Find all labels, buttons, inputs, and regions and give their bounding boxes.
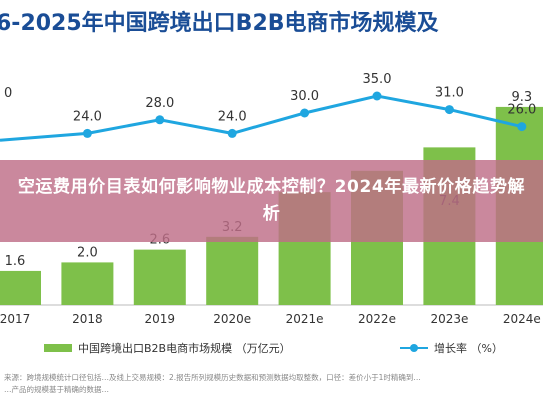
title-overlay-banner [0,160,543,242]
legend-bar: 中国跨境出口B2B电商市场规模 （万亿元） [44,340,291,356]
growth-point [82,128,92,138]
x-tick-label: 2020e [213,312,251,326]
growth-point [372,91,382,101]
legend-line-label: 增长率 （%） [434,342,503,355]
source-line: 来源：跨境规模统计口径包括…及线上交易规模：2.报告所列规模历史数据和预测数据均… [4,373,421,382]
legend-bar-swatch [44,344,72,352]
legend-line-swatch [400,344,428,352]
x-tick-label: 2021e [286,312,324,326]
legend-line: 增长率 （%） [400,340,503,356]
bar-value-label: 9.3 [511,90,532,105]
x-tick-label: 2019 [145,312,176,326]
growth-value-label: 35.0 [363,72,392,87]
source-note: 来源：跨境规模统计口径包括…及线上交易规模：2.报告所列规模历史数据和预测数据均… [4,372,540,396]
partial-growth-label: 0 [4,86,12,101]
growth-value-label: 30.0 [290,89,319,104]
growth-value-label: 26.0 [507,103,536,118]
legend-bar-label: 中国跨境出口B2B电商市场规模 （万亿元） [78,342,291,355]
bar [0,270,41,305]
bar-value-label: 1.6 [5,254,26,269]
source-line: …产品的规模基于精确的数据… [4,385,109,394]
overlay-title: 空运费用价目表如何影响物业成本控制？2024年最新价格趋势解析 [17,177,526,224]
growth-value-label: 24.0 [73,109,102,124]
bar [61,262,114,305]
x-tick-label: 2024e [503,312,541,326]
growth-point [227,128,237,138]
x-tick-label: 2017 [0,312,30,326]
bar [206,236,259,305]
bar [133,249,186,305]
growth-point [300,108,310,118]
growth-value-label: 28.0 [145,96,174,111]
growth-point [517,122,527,132]
growth-value-label: 31.0 [435,86,464,101]
growth-point [444,105,454,115]
x-tick-label: 2022e [358,312,396,326]
x-tick-label: 2018 [72,312,103,326]
growth-value-label: 24.0 [218,109,247,124]
growth-line [0,94,523,142]
x-tick-label: 2023e [430,312,468,326]
growth-point [155,115,165,125]
chart-title: 6-2025年中国跨境出口B2B电商市场规模及 [0,10,440,36]
bar-value-label: 2.0 [77,245,98,260]
